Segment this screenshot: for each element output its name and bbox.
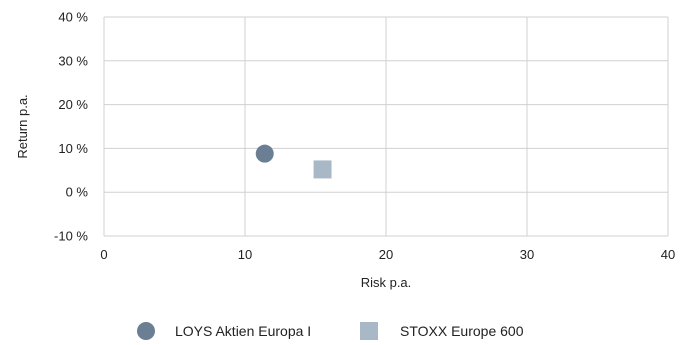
y-tick-label: 30 % [58, 53, 88, 68]
legend: LOYS Aktien Europa I STOXX Europe 600 [137, 322, 524, 340]
data-points [255, 144, 332, 179]
x-tick-label: 0 [100, 247, 107, 262]
y-tick-label: -10 % [54, 229, 88, 244]
legend-label: LOYS Aktien Europa I [175, 323, 311, 339]
x-tick-label: 30 [520, 247, 534, 262]
x-tick-label: 10 [238, 247, 252, 262]
y-tick-label: 40 % [58, 10, 88, 25]
x-tick-label: 20 [379, 247, 393, 262]
x-tick-label: 40 [661, 247, 675, 262]
x-axis-title: Risk p.a. [361, 275, 412, 290]
grid-layer [103, 16, 669, 237]
y-axis-title: Return p.a. [15, 94, 30, 158]
legend-label: STOXX Europe 600 [400, 323, 524, 339]
legend-marker-square [360, 322, 378, 340]
y-tick-label: 20 % [58, 97, 88, 112]
legend-marker-circle [137, 322, 155, 340]
y-tick-label: 0 % [66, 185, 89, 200]
data-point-series-0 [255, 144, 274, 163]
y-tick-label: 10 % [58, 141, 88, 156]
tick-labels: -10 % 0 % 10 % 20 % 30 % 40 % 0 10 20 30 40 [54, 10, 675, 263]
data-point-series-1 [313, 160, 332, 179]
